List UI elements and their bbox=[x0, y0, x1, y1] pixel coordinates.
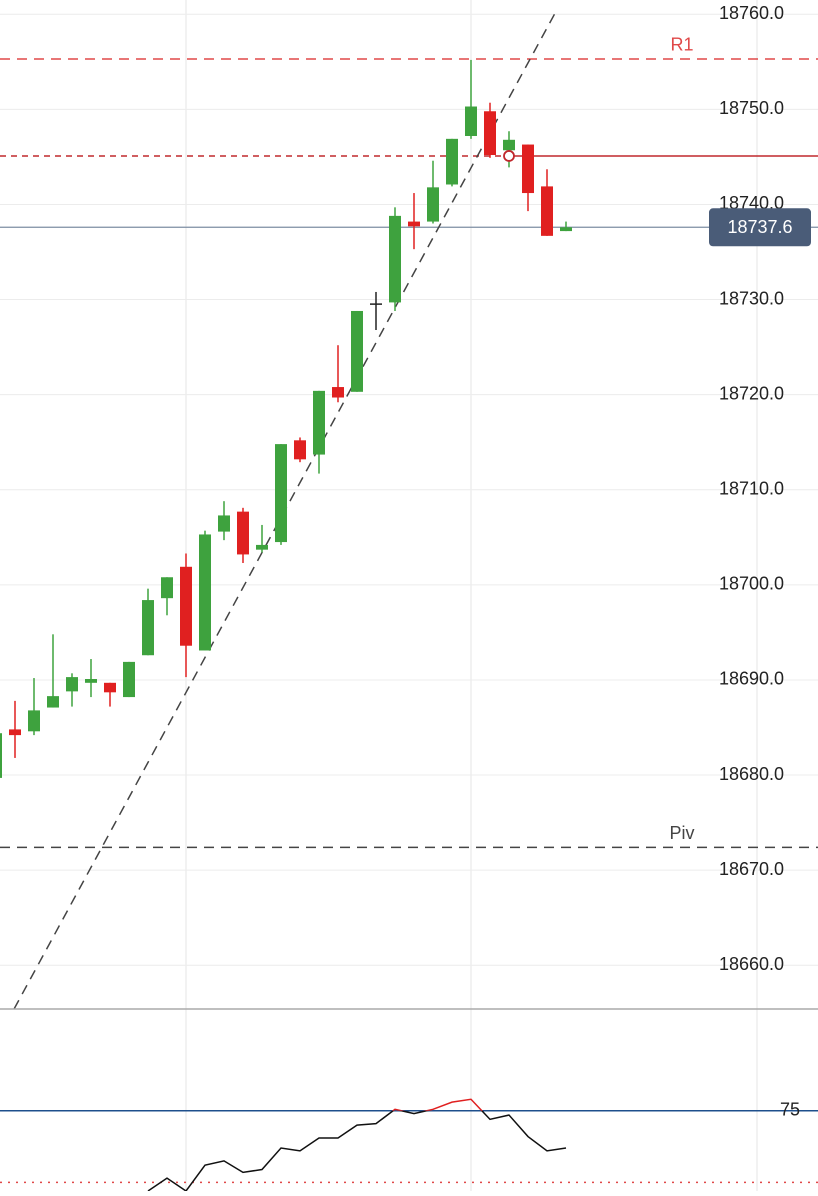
order-marker bbox=[503, 150, 515, 162]
candle-body bbox=[332, 387, 344, 398]
candle-body bbox=[199, 534, 211, 651]
price-panel bbox=[0, 10, 818, 1009]
candle-body bbox=[218, 515, 230, 532]
y-tick-label: 18700.0 bbox=[719, 574, 784, 594]
candle-body bbox=[180, 566, 192, 646]
candle-body bbox=[484, 111, 496, 156]
y-tick-label: 18660.0 bbox=[719, 954, 784, 974]
last-price-label: 18737.6 bbox=[727, 217, 792, 237]
y-tick-label: 18720.0 bbox=[719, 383, 784, 403]
indicator-line bbox=[147, 1110, 567, 1191]
candle-body bbox=[161, 577, 173, 599]
y-tick-label: 18750.0 bbox=[719, 98, 784, 118]
candle-body bbox=[0, 733, 2, 778]
y-tick-label: 18670.0 bbox=[719, 859, 784, 879]
candle-body bbox=[294, 440, 306, 460]
candle-body bbox=[503, 139, 515, 151]
candle-body bbox=[275, 444, 287, 543]
candle-body bbox=[465, 106, 477, 136]
y-tick-label: 18710.0 bbox=[719, 479, 784, 499]
candle-body bbox=[560, 227, 572, 232]
candle-body bbox=[256, 544, 268, 550]
y-tick-label: 18740.0 bbox=[719, 193, 784, 213]
candle-body bbox=[9, 729, 21, 736]
last-price-badge bbox=[709, 208, 811, 247]
candle-body bbox=[446, 138, 458, 185]
y-tick-label: 18760.0 bbox=[719, 3, 784, 23]
candle-body bbox=[85, 679, 97, 683]
candle-body bbox=[47, 696, 59, 708]
y-tick-label: 18730.0 bbox=[719, 288, 784, 308]
indicator-line-overbought bbox=[391, 1098, 483, 1111]
y-tick-label: 18690.0 bbox=[719, 669, 784, 689]
candle-body bbox=[313, 390, 325, 455]
candle-body bbox=[427, 187, 439, 222]
candle-body bbox=[408, 221, 420, 227]
candle-body bbox=[522, 144, 534, 194]
y-tick-label: 18680.0 bbox=[719, 764, 784, 784]
indicator-panel bbox=[0, 1098, 818, 1191]
candle-body bbox=[389, 215, 401, 303]
candle-body bbox=[66, 677, 78, 692]
candle-body bbox=[123, 661, 135, 698]
candle-body bbox=[370, 303, 382, 305]
candle-body bbox=[237, 511, 249, 555]
candle-body bbox=[351, 310, 363, 392]
level-label: Piv bbox=[669, 823, 694, 843]
candle-body bbox=[142, 600, 154, 656]
level-label: R1 bbox=[670, 35, 693, 55]
price-axis: 18660.0 18670.0 18680.0 18690.0 18700.0 18710… bbox=[669, 3, 811, 974]
candle-body bbox=[541, 186, 553, 236]
candle-body bbox=[28, 710, 40, 732]
candle-body bbox=[104, 682, 116, 693]
indicator-tick-label: 75 bbox=[780, 1099, 800, 1119]
